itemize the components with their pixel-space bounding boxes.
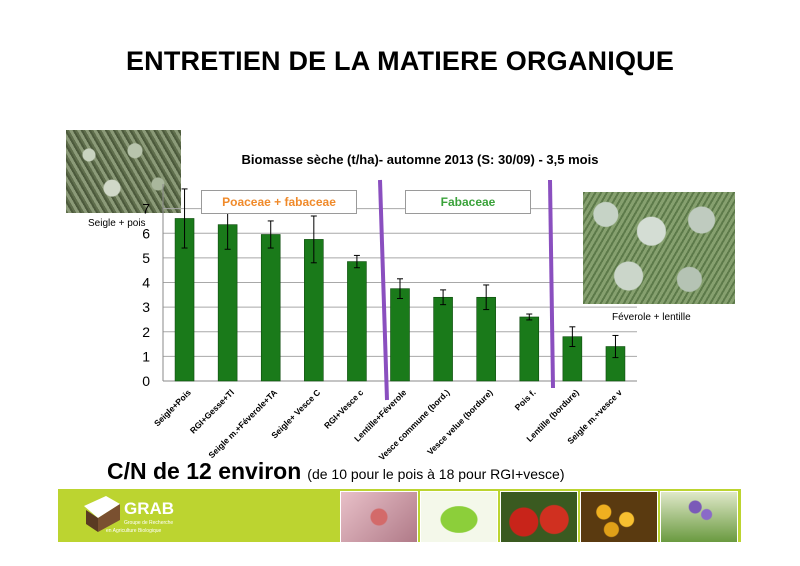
logo-sub1: Groupe de Recherche	[124, 520, 173, 526]
bar	[260, 234, 281, 382]
x-tick-label: RGI+Gesse+Tl	[188, 387, 236, 435]
y-tick-label: 1	[142, 348, 150, 364]
page-title: ENTRETIEN DE LA MATIERE ORGANIQUE	[125, 46, 675, 76]
y-tick-label: 6	[142, 225, 150, 241]
x-tick-label: RGI+Vesce c	[322, 387, 366, 431]
y-tick-label: 0	[142, 373, 150, 389]
seigle-pois-photo	[66, 130, 181, 213]
bar	[519, 316, 540, 382]
grab-logo: GRAB Groupe de Recherche en Agriculture …	[76, 490, 176, 540]
logo-text: GRAB	[124, 499, 174, 518]
cn-ratio-main: C/N de 12 environ	[107, 458, 302, 484]
bar	[433, 296, 453, 382]
bar	[390, 288, 410, 382]
group-label-poaceae-fabaceae: Poaceae + fabaceae	[201, 190, 357, 214]
footer-photo-lavender	[660, 491, 738, 543]
y-tick-label: 4	[142, 275, 150, 291]
cn-ratio-text: C/N de 12 environ (de 10 pour le pois à 1…	[107, 458, 564, 485]
chart-title: Biomasse sèche (t/ha)- automne 2013 (S: …	[241, 152, 599, 167]
y-tick-label: 3	[142, 299, 150, 315]
y-tick-label: 2	[142, 324, 150, 340]
x-tick-label: Pois f.	[513, 387, 538, 412]
group-separator	[378, 179, 389, 401]
feverole-lentille-photo	[583, 192, 735, 304]
group-separator	[548, 179, 555, 389]
footer-photo-grapes	[580, 491, 658, 543]
footer-photo-tomatoes	[500, 491, 578, 543]
footer-photo-apple	[420, 491, 498, 543]
group-label-fabaceae: Fabaceae	[405, 190, 531, 214]
y-tick-label: 5	[142, 250, 150, 266]
x-tick-label: Seigle+Pois	[152, 387, 193, 428]
cn-ratio-detail: (de 10 pour le pois à 18 pour RGI+vesce)	[307, 466, 565, 482]
footer-photo-flower	[340, 491, 418, 543]
bar	[347, 261, 367, 382]
feverole-lentille-caption: Féverole + lentille	[612, 312, 691, 323]
seigle-pois-caption: Seigle + pois	[88, 218, 146, 229]
y-tick-label: 7	[142, 201, 150, 217]
logo-sub2: en Agriculture Biologique	[106, 528, 162, 534]
